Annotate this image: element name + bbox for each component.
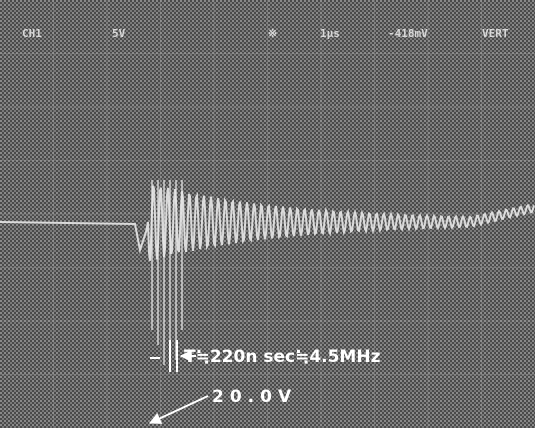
mode: VERT [482, 27, 509, 40]
channel: CH1 [22, 27, 42, 40]
trigger-level: -418mV [388, 27, 428, 40]
period-annotation: T≒220n sec≒4.5MHz [184, 347, 381, 367]
volts-per-div: 5V [112, 27, 126, 40]
page: CH1 5V ※ 1μs -418mV VERT T≒220n sec≒4.5M… [0, 0, 535, 428]
trigger-symbol: ※ [268, 27, 277, 40]
oscilloscope-screen: CH1 5V ※ 1μs -418mV VERT T≒220n sec≒4.5M… [0, 0, 535, 428]
time-per-div: 1μs [320, 27, 340, 40]
amplitude-annotation: 20.0V [212, 387, 297, 407]
